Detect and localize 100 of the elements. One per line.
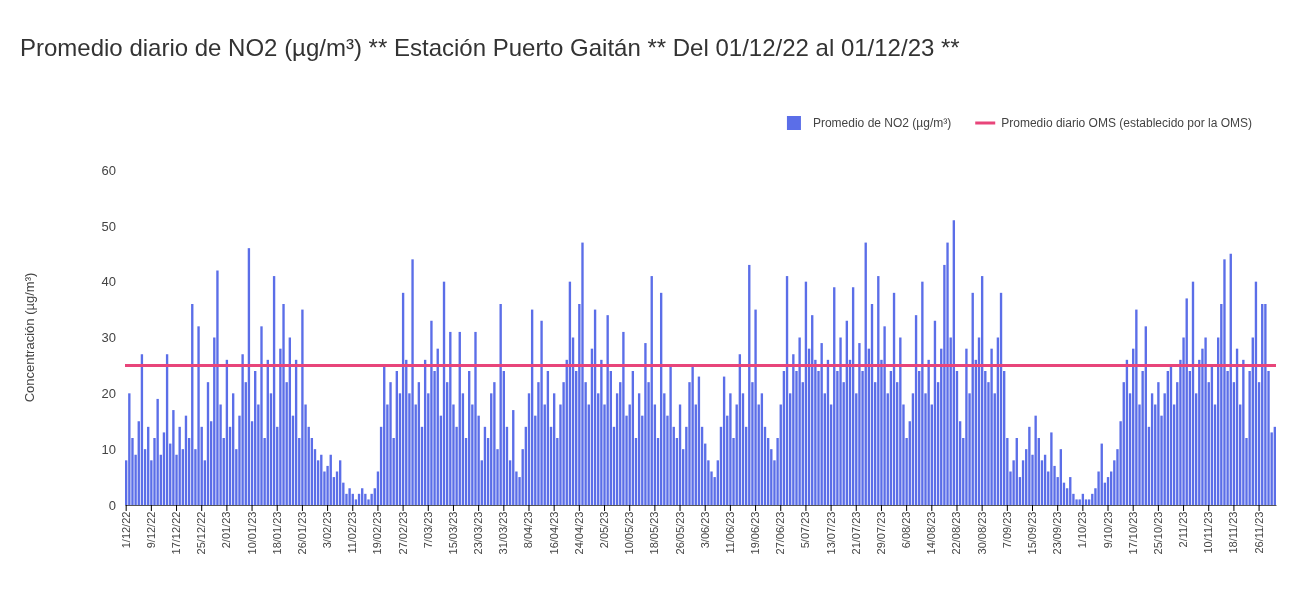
- x-tick-label: 10/11/23: [1202, 511, 1215, 554]
- bar: [581, 242, 584, 505]
- bar: [156, 398, 159, 505]
- x-tick-label: 31/03/23: [497, 511, 510, 555]
- x-tick-label: 25/12/22: [195, 511, 208, 555]
- bar: [216, 270, 219, 505]
- legend-label: Promedio diario OMS (establecido por la OMS): [1001, 116, 1252, 130]
- x-tick-label: 19/06/23: [749, 511, 762, 555]
- bar: [197, 326, 200, 505]
- bar: [474, 331, 477, 505]
- bar: [241, 354, 244, 505]
- bar: [858, 343, 861, 505]
- bar: [1034, 415, 1037, 505]
- x-tick-label: 26/05/23: [673, 511, 686, 555]
- x-tick-label: 23/03/23: [472, 511, 485, 555]
- bar: [899, 337, 902, 505]
- x-tick-label: 7/09/23: [1000, 511, 1013, 549]
- bar: [622, 331, 625, 505]
- bar: [820, 343, 823, 505]
- x-tick-label: 27/02/23: [396, 511, 409, 555]
- bar: [921, 281, 924, 505]
- x-tick-label: 6/08/23: [900, 511, 913, 549]
- x-tick-label: 9/10/23: [1101, 511, 1114, 549]
- bar: [990, 348, 993, 505]
- chart-title: Promedio diario de NO2 (µg/m³) ** Estación Puerto Gaitán ** Del 01/12/22 al 01/12/23 **: [20, 34, 960, 61]
- x-tick-label: 2/05/23: [598, 511, 611, 549]
- bar: [1204, 337, 1207, 505]
- bar: [389, 382, 392, 505]
- x-tick-label: 17/10/23: [1126, 511, 1139, 555]
- bar: [1223, 259, 1226, 505]
- x-tick-label: 1/10/23: [1076, 511, 1089, 549]
- legend-label: Promedio de NO2 (µg/m³): [812, 116, 952, 130]
- x-tick-label: 5/07/23: [799, 511, 812, 549]
- bar: [600, 359, 603, 505]
- bar: [691, 365, 694, 505]
- y-tick-label: 20: [101, 385, 116, 401]
- x-tick-label: 11/06/23: [723, 511, 736, 554]
- x-tick-label: 7/03/23: [421, 511, 434, 549]
- bar: [927, 359, 930, 505]
- x-tick-label: 2/11/23: [1177, 511, 1190, 548]
- x-tick-label: 21/07/23: [849, 511, 862, 555]
- bar: [1050, 432, 1053, 505]
- bar: [644, 343, 647, 505]
- bar: [282, 304, 285, 505]
- bar: [172, 410, 175, 505]
- x-tick-label: 1/12/22: [119, 511, 132, 549]
- bar: [606, 315, 609, 505]
- bar: [348, 488, 351, 505]
- x-tick-label: 29/07/23: [874, 511, 887, 555]
- x-tick-label: 10/05/23: [623, 511, 636, 555]
- x-tick-label: 8/04/23: [522, 511, 535, 549]
- bar: [128, 393, 131, 505]
- x-tick-label: 18/05/23: [648, 511, 661, 555]
- y-tick-label: 40: [101, 274, 116, 290]
- bar: [965, 348, 968, 505]
- x-tick-label: 15/09/23: [1026, 511, 1038, 555]
- x-tick-label: 14/08/23: [925, 511, 938, 555]
- bar: [669, 365, 672, 505]
- x-tick-label: 13/07/23: [824, 511, 837, 555]
- y-axis-title: Concentración (µg/m³): [22, 272, 37, 403]
- y-tick-label: 30: [101, 330, 116, 346]
- bar: [1028, 426, 1031, 505]
- x-tick-label: 18/11/23: [1227, 511, 1240, 554]
- x-tick-label: 3/02/23: [321, 511, 334, 549]
- x-tick-label: 10/01/23: [245, 511, 258, 555]
- x-tick-label: 26/01/23: [295, 511, 308, 555]
- y-tick-label: 50: [101, 218, 116, 234]
- x-tick-label: 9/12/22: [144, 511, 157, 549]
- bar: [411, 259, 414, 505]
- x-tick-label: 17/12/22: [170, 511, 183, 555]
- x-tick-label: 11/02/23: [346, 511, 359, 554]
- bar: [798, 337, 801, 505]
- x-tick-label: 2/01/23: [220, 511, 233, 549]
- x-tick-label: 15/03/23: [446, 511, 459, 555]
- x-tick-label: 16/04/23: [547, 511, 560, 555]
- bar: [540, 320, 543, 505]
- bar: [301, 309, 304, 505]
- x-tick-label: 25/10/23: [1151, 511, 1164, 555]
- bar: [754, 309, 757, 505]
- x-tick-label: 27/06/23: [774, 511, 787, 555]
- bar: [178, 426, 181, 505]
- bar: [1157, 382, 1160, 505]
- y-tick-label: 0: [108, 497, 116, 513]
- bar: [1135, 309, 1138, 505]
- bar: [883, 326, 886, 505]
- bar: [499, 304, 502, 505]
- bar: [260, 326, 263, 505]
- x-tick-label: 3/06/23: [698, 511, 711, 549]
- bar: [792, 354, 795, 505]
- bar: [729, 393, 732, 505]
- bar: [839, 337, 842, 505]
- y-tick-label: 10: [101, 441, 116, 457]
- x-tick-label: 22/08/23: [950, 511, 963, 555]
- x-tick-label: 26/11/23: [1252, 511, 1265, 554]
- x-tick-label: 24/04/23: [572, 511, 585, 555]
- x-tick-label: 30/08/23: [975, 511, 988, 555]
- bar: [493, 382, 496, 505]
- bar: [430, 320, 433, 505]
- y-tick-label: 60: [101, 162, 116, 178]
- bar: [946, 242, 949, 505]
